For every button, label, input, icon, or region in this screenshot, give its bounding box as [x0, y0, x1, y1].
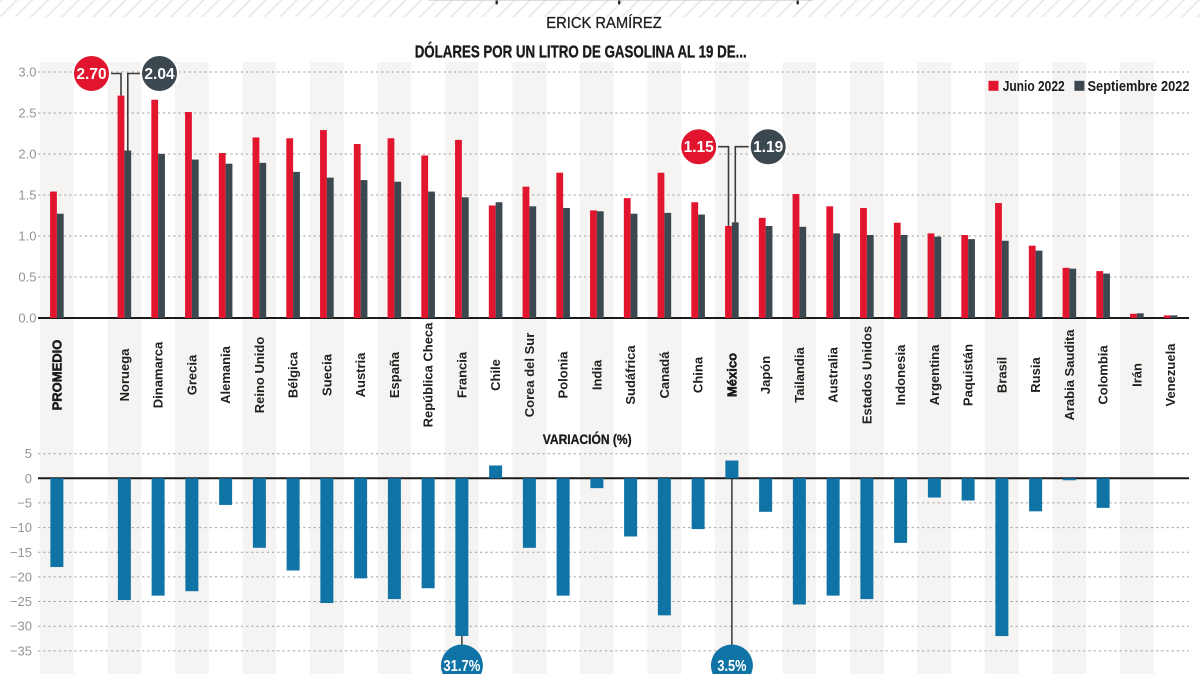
svg-text:−20: −20 — [10, 569, 32, 584]
svg-text:3.0: 3.0 — [18, 65, 36, 80]
svg-text:Chile: Chile — [488, 359, 503, 391]
svg-text:España: España — [387, 351, 402, 398]
svg-text:Bélgica: Bélgica — [286, 351, 301, 398]
svg-text:Polonia: Polonia — [556, 351, 571, 399]
svg-text:5: 5 — [25, 446, 32, 461]
svg-text:2.5: 2.5 — [18, 106, 36, 121]
svg-text:−25: −25 — [10, 594, 32, 609]
svg-text:−30: −30 — [10, 619, 32, 634]
svg-text:Sudáfrica: Sudáfrica — [623, 345, 638, 405]
svg-text:Venezuela: Venezuela — [1163, 343, 1178, 407]
svg-text:Rusia: Rusia — [1028, 357, 1043, 393]
svg-text:Indonesia: Indonesia — [893, 344, 908, 405]
svg-text:Canadá: Canadá — [657, 351, 672, 399]
svg-text:−35: −35 — [10, 643, 32, 658]
svg-text:Reino Unido: Reino Unido — [252, 337, 267, 414]
svg-text:Dinamarca: Dinamarca — [151, 341, 166, 408]
svg-text:Brasil: Brasil — [994, 357, 1009, 393]
svg-text:1.19: 1.19 — [753, 139, 784, 156]
svg-text:Corea del Sur: Corea del Sur — [522, 333, 537, 418]
svg-text:31.7%: 31.7% — [443, 658, 480, 674]
svg-text:−10: −10 — [10, 520, 32, 535]
svg-text:1.15: 1.15 — [684, 139, 715, 156]
svg-text:Junio 2022: Junio 2022 — [1003, 79, 1065, 95]
svg-text:República Checa: República Checa — [421, 322, 436, 428]
svg-text:Irán: Irán — [1129, 363, 1144, 387]
svg-text:Paquistán: Paquistán — [961, 344, 976, 406]
svg-text:Arabia Saudita: Arabia Saudita — [1062, 329, 1077, 421]
svg-text:0.5: 0.5 — [18, 270, 36, 285]
svg-text:Septiembre 2022: Septiembre 2022 — [1088, 79, 1190, 95]
svg-text:Australia: Australia — [826, 346, 841, 402]
svg-text:PROMEDIO: PROMEDIO — [49, 340, 64, 411]
svg-text:China: China — [691, 356, 706, 393]
svg-text:2.04: 2.04 — [144, 66, 175, 83]
svg-text:−5: −5 — [17, 495, 32, 510]
svg-text:DÓLARES POR UN LITRO DE GASOLI: DÓLARES POR UN LITRO DE GASOLINA AL 19 D… — [415, 41, 747, 62]
svg-text:1.0: 1.0 — [18, 229, 36, 244]
svg-text:−15: −15 — [10, 545, 32, 560]
svg-text:Austria: Austria — [353, 352, 368, 398]
svg-text:0.0: 0.0 — [18, 311, 36, 326]
svg-text:Noruega: Noruega — [117, 348, 132, 402]
svg-text:Estados Unidos: Estados Unidos — [859, 326, 874, 424]
svg-text:Alemania: Alemania — [218, 345, 233, 404]
svg-text:ERICK RAMÍREZ: ERICK RAMÍREZ — [546, 13, 662, 32]
svg-text:Colombia: Colombia — [1096, 345, 1111, 405]
svg-text:Grecia: Grecia — [184, 354, 199, 395]
svg-text:México: México — [724, 353, 739, 397]
svg-text:Francia: Francia — [454, 351, 469, 398]
svg-text:Argentina: Argentina — [927, 344, 942, 405]
svg-text:0: 0 — [25, 471, 32, 486]
svg-text:VARIACIÓN (%): VARIACIÓN (%) — [543, 432, 632, 447]
svg-text:Suecia: Suecia — [319, 353, 334, 396]
svg-text:India: India — [589, 359, 604, 390]
svg-text:1.5: 1.5 — [18, 188, 36, 203]
svg-text:2.70: 2.70 — [76, 66, 106, 83]
svg-text:Japón: Japón — [758, 356, 773, 394]
svg-text:Tailandia: Tailandia — [792, 347, 807, 403]
svg-text:3.5%: 3.5% — [717, 658, 746, 674]
svg-text:2.0: 2.0 — [18, 147, 36, 162]
